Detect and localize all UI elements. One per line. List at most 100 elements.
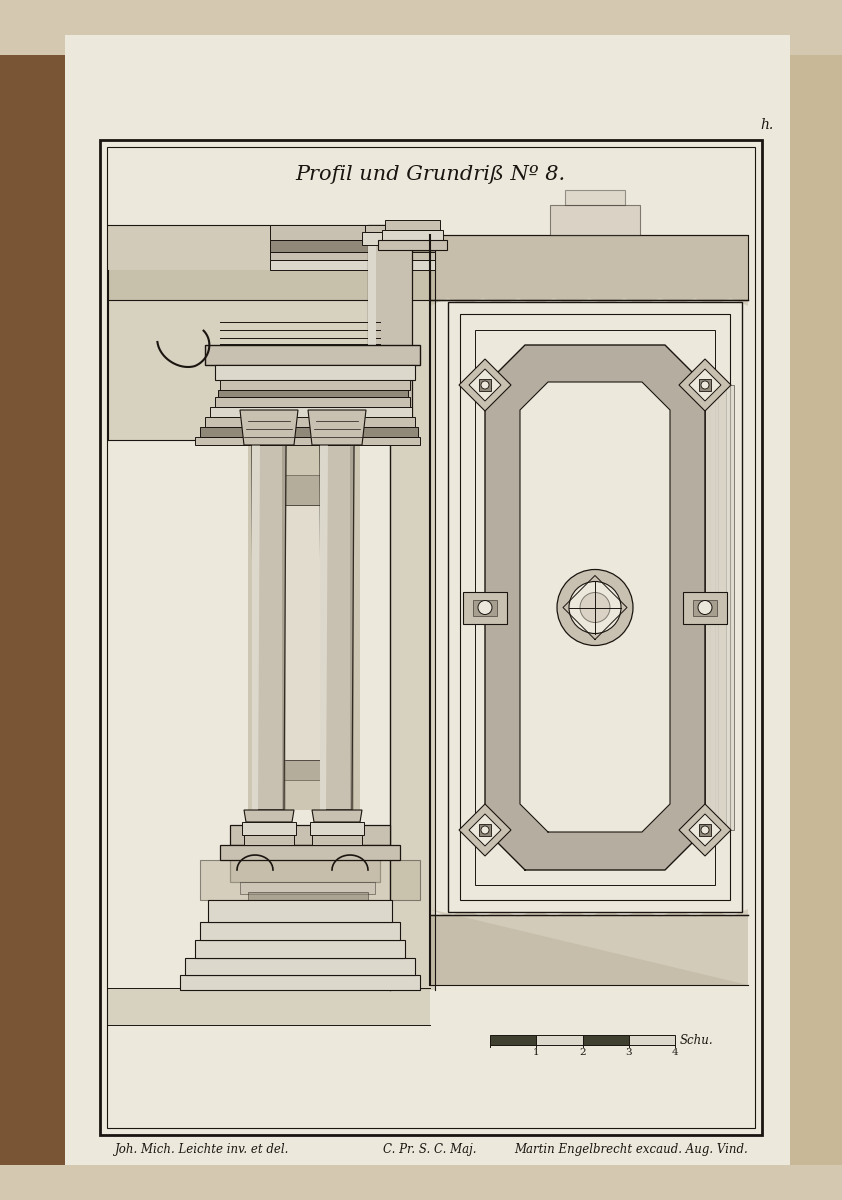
Polygon shape (270, 252, 435, 260)
Polygon shape (430, 910, 748, 985)
Polygon shape (693, 600, 717, 616)
Polygon shape (629, 1034, 675, 1045)
Polygon shape (220, 845, 400, 860)
Circle shape (580, 593, 610, 623)
Polygon shape (242, 822, 296, 835)
Polygon shape (244, 835, 294, 845)
Polygon shape (583, 1034, 629, 1045)
Polygon shape (230, 845, 380, 882)
Polygon shape (365, 226, 415, 232)
Polygon shape (430, 235, 748, 300)
Polygon shape (368, 226, 412, 440)
Polygon shape (220, 380, 410, 390)
Polygon shape (180, 974, 420, 990)
Polygon shape (108, 270, 368, 440)
Polygon shape (790, 30, 842, 1170)
Polygon shape (308, 410, 366, 445)
Polygon shape (550, 205, 640, 235)
Polygon shape (252, 445, 260, 810)
Polygon shape (390, 226, 435, 990)
Text: Schu.: Schu. (680, 1033, 714, 1046)
Polygon shape (270, 226, 435, 240)
Polygon shape (689, 814, 721, 846)
Polygon shape (320, 445, 328, 810)
Text: Martin Engelbrecht excaud. Aug. Vind.: Martin Engelbrecht excaud. Aug. Vind. (514, 1144, 748, 1157)
Polygon shape (255, 902, 360, 914)
Polygon shape (699, 379, 711, 391)
Text: h.: h. (760, 118, 773, 132)
Polygon shape (205, 346, 420, 365)
Polygon shape (485, 346, 705, 870)
Polygon shape (679, 804, 731, 856)
Polygon shape (264, 505, 344, 760)
Text: 3: 3 (626, 1048, 632, 1057)
Polygon shape (460, 314, 730, 900)
Circle shape (481, 382, 489, 389)
Polygon shape (520, 382, 670, 832)
Text: 2: 2 (579, 1048, 586, 1057)
Polygon shape (218, 390, 408, 397)
Text: Profil und Grundriß Nº 8.: Profil und Grundriß Nº 8. (295, 166, 565, 185)
Circle shape (557, 570, 633, 646)
Polygon shape (312, 835, 362, 845)
Polygon shape (270, 260, 435, 270)
Polygon shape (459, 804, 511, 856)
Polygon shape (362, 232, 418, 245)
Polygon shape (252, 445, 286, 810)
Circle shape (701, 826, 709, 834)
Polygon shape (0, 0, 842, 55)
Polygon shape (269, 922, 346, 934)
Polygon shape (350, 445, 354, 810)
Polygon shape (240, 882, 375, 894)
Circle shape (701, 382, 709, 389)
Circle shape (481, 826, 489, 834)
Polygon shape (469, 814, 501, 846)
Polygon shape (459, 359, 511, 410)
Text: 1: 1 (533, 1048, 540, 1057)
Polygon shape (565, 190, 625, 205)
Polygon shape (108, 226, 430, 300)
Polygon shape (200, 427, 418, 437)
Polygon shape (310, 822, 364, 835)
Polygon shape (215, 365, 415, 380)
Polygon shape (185, 958, 415, 974)
Polygon shape (240, 410, 298, 445)
Polygon shape (244, 810, 294, 822)
Polygon shape (208, 900, 392, 922)
Polygon shape (475, 330, 715, 886)
Polygon shape (679, 359, 731, 410)
Polygon shape (479, 824, 491, 836)
Polygon shape (683, 592, 727, 624)
Polygon shape (248, 445, 360, 810)
Polygon shape (312, 810, 362, 822)
Polygon shape (258, 475, 350, 780)
Polygon shape (195, 437, 420, 445)
Text: C. Pr. S. C. Maj.: C. Pr. S. C. Maj. (383, 1144, 477, 1157)
Polygon shape (195, 940, 405, 958)
Polygon shape (463, 592, 507, 624)
Polygon shape (469, 370, 501, 401)
Polygon shape (382, 230, 443, 240)
Polygon shape (448, 302, 742, 912)
Circle shape (698, 600, 712, 614)
Polygon shape (430, 914, 748, 985)
Polygon shape (210, 407, 412, 416)
Polygon shape (248, 892, 368, 904)
Circle shape (478, 600, 492, 614)
Polygon shape (108, 988, 430, 1025)
Polygon shape (536, 1034, 583, 1045)
Polygon shape (473, 600, 497, 616)
Polygon shape (368, 226, 376, 440)
Polygon shape (479, 379, 491, 391)
Polygon shape (705, 385, 718, 830)
Polygon shape (0, 1165, 842, 1200)
Polygon shape (385, 220, 440, 230)
Polygon shape (0, 0, 65, 1200)
Polygon shape (230, 826, 390, 845)
Polygon shape (430, 235, 748, 306)
Polygon shape (215, 397, 410, 407)
Polygon shape (705, 385, 734, 830)
Polygon shape (200, 922, 400, 940)
Text: 4: 4 (672, 1048, 679, 1057)
Text: Joh. Mich. Leichte inv. et del.: Joh. Mich. Leichte inv. et del. (115, 1144, 290, 1157)
